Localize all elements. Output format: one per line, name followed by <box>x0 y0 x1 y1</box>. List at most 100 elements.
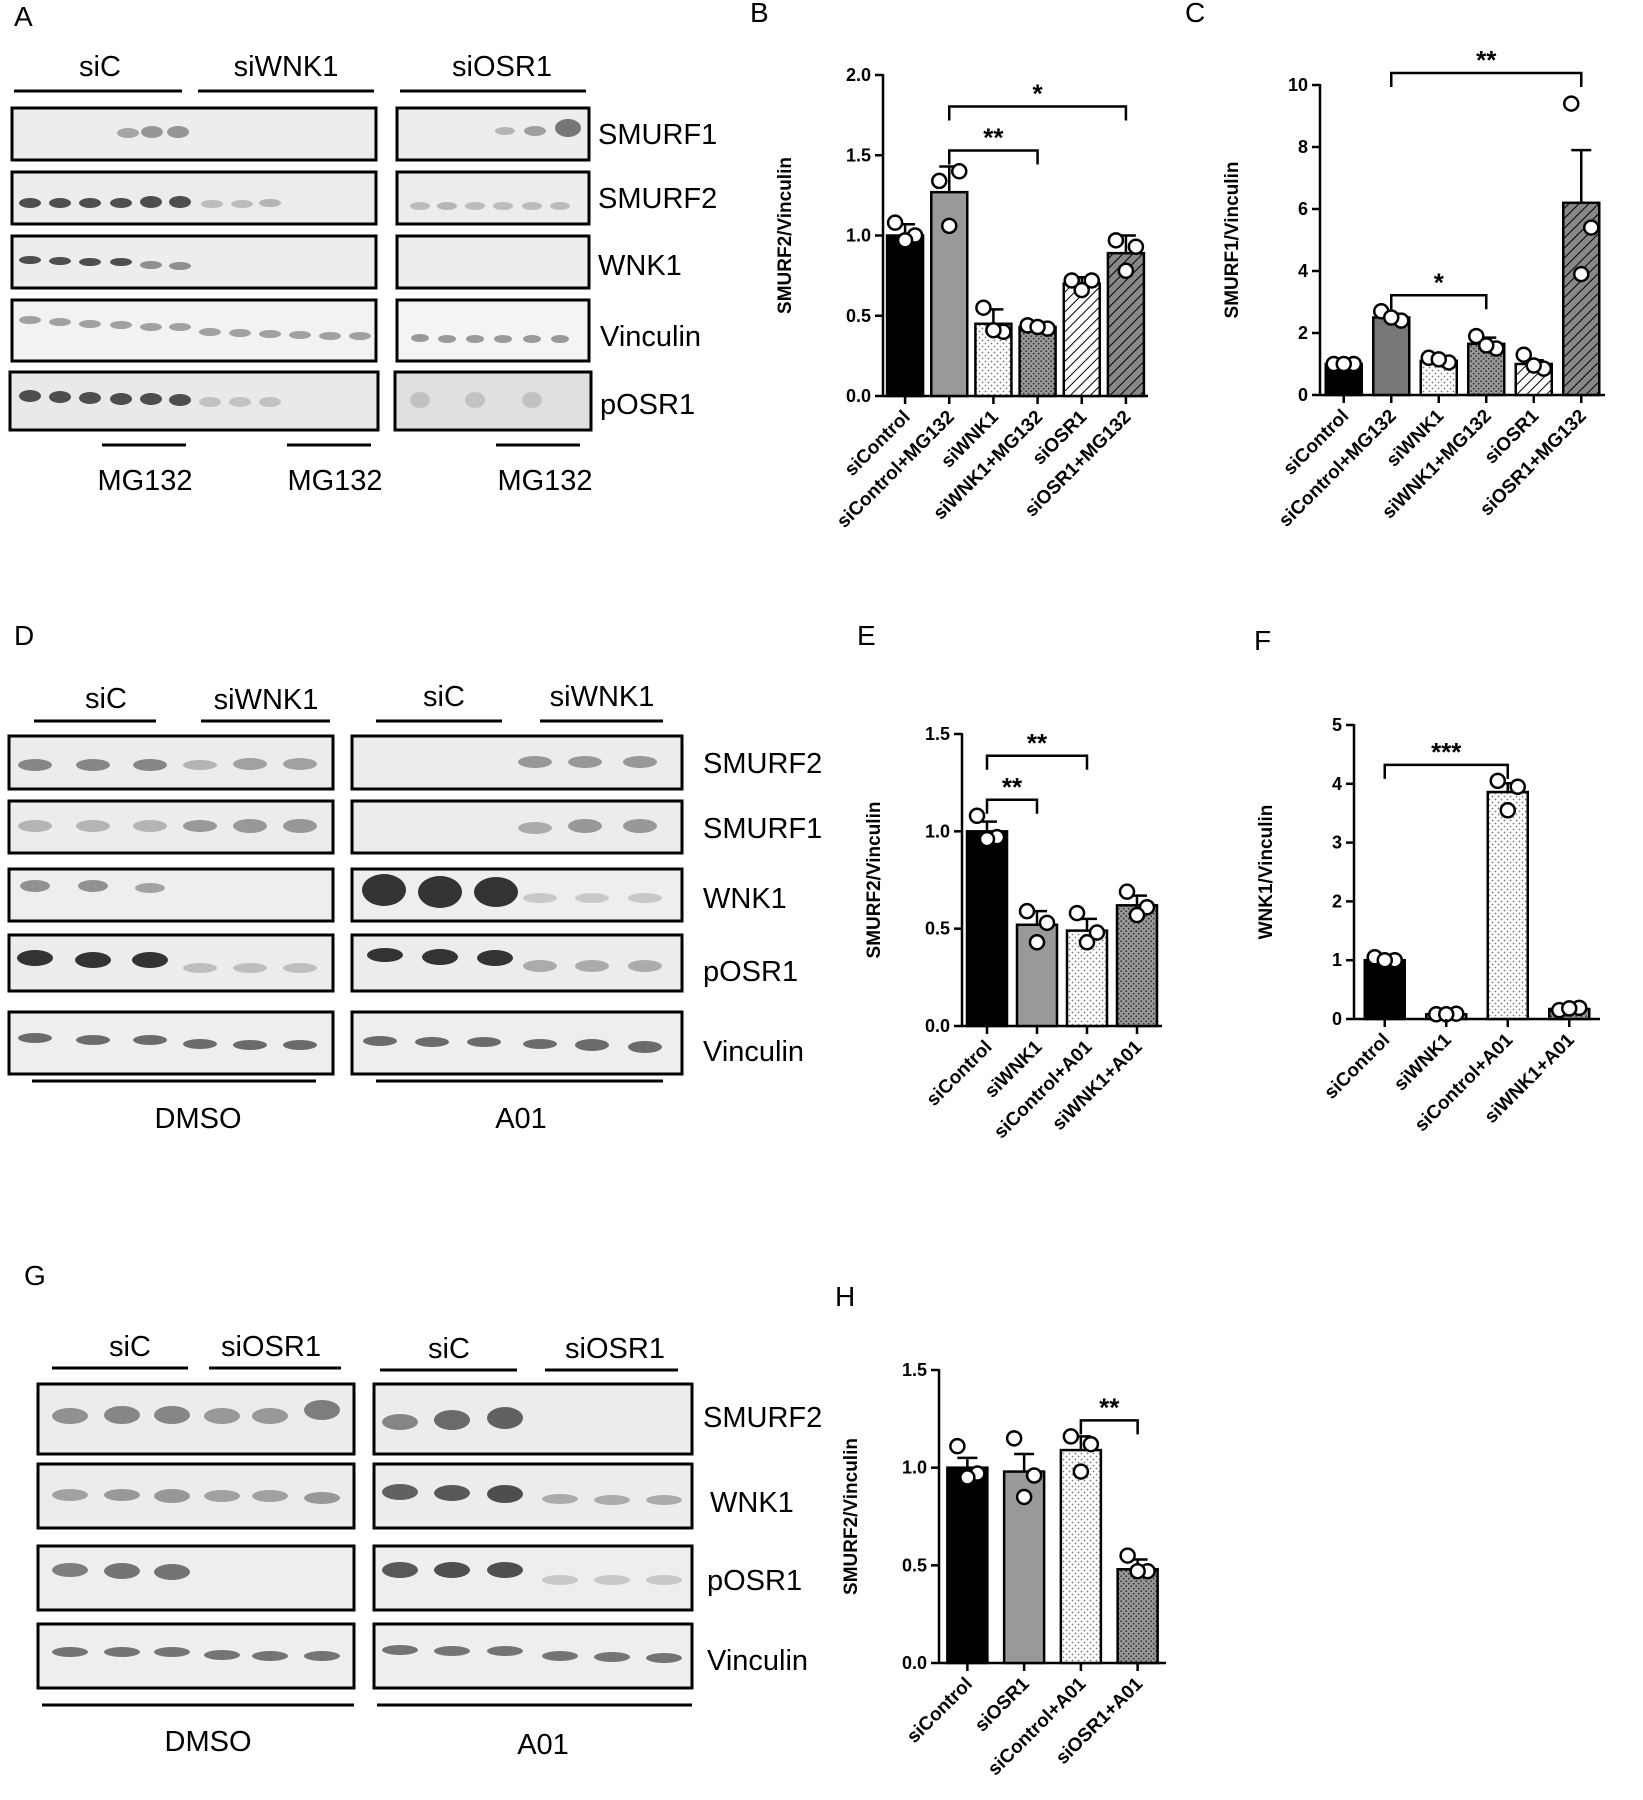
blot-a-box-smurf2-left <box>10 170 378 226</box>
chart-c: 0246810SMURF1/VinculinsiControlsiControl… <box>1222 45 1605 531</box>
blot-g-band-label: Vinculin <box>707 1645 808 1677</box>
blot-d-group-label: siWNK1 <box>214 684 319 716</box>
significance-label: ** <box>1476 45 1497 75</box>
y-tick-label: 4 <box>1332 774 1342 794</box>
data-point <box>1563 95 1580 112</box>
blot-panel-d: siC siWNK1 siC siWNK1 <box>7 681 822 1135</box>
blot-a-box-smurf1-right <box>395 106 591 162</box>
blot-d-group-label: siWNK1 <box>550 681 655 713</box>
blot-g-treatment-label: DMSO <box>165 1726 252 1758</box>
data-point <box>1573 265 1590 283</box>
data-point <box>1561 1000 1578 1017</box>
y-tick-label: 1.0 <box>925 821 950 841</box>
blot-g-treatment-label: A01 <box>517 1729 569 1761</box>
data-point <box>1018 902 1036 920</box>
panel-letter-g: G <box>24 1260 46 1291</box>
data-point <box>1478 337 1495 354</box>
blot-g-band-label: SMURF2 <box>703 1402 822 1434</box>
data-point <box>1515 346 1532 363</box>
data-point <box>1499 802 1516 819</box>
data-point <box>1107 232 1125 249</box>
y-tick-label: 0.0 <box>902 1653 927 1673</box>
blot-a-band-label: WNK1 <box>598 250 682 282</box>
significance-label: ** <box>1027 728 1048 758</box>
data-point <box>1430 351 1447 368</box>
significance-label: ** <box>1002 772 1023 802</box>
y-tick-label: 0 <box>1332 1009 1342 1029</box>
significance-bracket <box>985 754 1089 770</box>
chart-h: 0.00.51.01.5SMURF2/VinculinsiControlsiOS… <box>841 1360 1166 1780</box>
significance-bracket <box>1390 71 1583 87</box>
blot-a-box-posr1-right <box>393 370 593 432</box>
blot-g-band-label: pOSR1 <box>707 1565 802 1597</box>
bar <box>965 830 1009 1028</box>
y-axis-label: SMURF2/Vinculin <box>864 802 885 959</box>
y-tick-label: 4 <box>1298 261 1308 281</box>
x-category-label: siControl <box>1320 1030 1394 1104</box>
y-tick-label: 1.5 <box>925 724 950 744</box>
significance-bracket <box>1383 763 1509 779</box>
y-tick-label: 1.0 <box>902 1458 927 1478</box>
blot-panel-g: siC siOSR1 siC siOSR1 <box>36 1331 822 1761</box>
blot-a-box-wnk1-left <box>10 234 378 290</box>
data-point <box>975 299 992 316</box>
bar <box>1372 316 1411 397</box>
data-point <box>1015 1488 1033 1506</box>
bar <box>1059 1448 1103 1665</box>
significance-bracket <box>948 149 1039 165</box>
y-tick-label: 2 <box>1298 323 1308 343</box>
panel-letter-e: E <box>857 620 876 651</box>
y-tick-label: 1.5 <box>846 145 871 165</box>
data-point <box>931 172 948 190</box>
blot-d-band-label: SMURF1 <box>703 813 822 845</box>
data-point <box>985 321 1002 339</box>
data-point <box>978 830 996 848</box>
y-axis-label: WNK1/Vinculin <box>1256 805 1277 940</box>
y-tick-label: 10 <box>1288 75 1308 95</box>
y-tick-label: 3 <box>1332 833 1342 853</box>
blot-g-group-label: siC <box>428 1333 470 1365</box>
blot-d-group-label: siC <box>85 683 127 715</box>
significance-bracket <box>985 798 1039 814</box>
data-point <box>1376 951 1393 969</box>
y-tick-label: 0 <box>1298 385 1308 405</box>
data-point <box>1335 355 1352 373</box>
data-point <box>1088 924 1106 941</box>
blot-panel-a: siC siWNK1 siOSR1 <box>8 51 717 497</box>
blot-d-band-label: Vinculin <box>703 1036 804 1068</box>
data-point <box>1005 1430 1023 1447</box>
significance-bracket <box>1079 1419 1139 1435</box>
y-axis-label: SMURF1/Vinculin <box>1222 162 1243 319</box>
bar <box>885 234 925 398</box>
blot-a-box-vinculin-right <box>395 298 591 363</box>
x-category-label: siControl+A01 <box>984 1673 1091 1780</box>
significance-bracket <box>948 105 1128 121</box>
data-point <box>959 1469 976 1486</box>
blot-a-band-label: SMURF1 <box>598 119 717 151</box>
y-tick-label: 6 <box>1298 199 1308 219</box>
y-tick-label: 8 <box>1298 137 1308 157</box>
data-point <box>1062 1428 1080 1445</box>
data-point <box>1128 906 1146 924</box>
bar <box>1018 325 1057 398</box>
data-point <box>1068 904 1086 922</box>
data-point <box>1127 238 1145 255</box>
significance-label: *** <box>1431 737 1462 767</box>
bar <box>1115 904 1159 1028</box>
bar <box>1002 1470 1046 1665</box>
blot-d-group-label: siC <box>423 681 465 713</box>
bar <box>1116 1567 1159 1665</box>
y-tick-label: 0.5 <box>902 1555 927 1575</box>
significance-bracket <box>1390 294 1488 310</box>
significance-label: ** <box>1099 1392 1120 1422</box>
blot-g-group-label: siOSR1 <box>221 1331 321 1363</box>
data-point <box>1073 281 1090 299</box>
blot-a-band-label: SMURF2 <box>598 183 717 215</box>
data-point <box>968 807 986 825</box>
data-point <box>941 217 958 235</box>
panel-letter-a: A <box>14 1 33 32</box>
blot-a-box-smurf2-right <box>395 170 591 226</box>
blot-a-box-smurf1-left <box>10 106 378 162</box>
blot-d-band-label: pOSR1 <box>703 956 798 988</box>
y-tick-label: 1 <box>1332 950 1342 970</box>
